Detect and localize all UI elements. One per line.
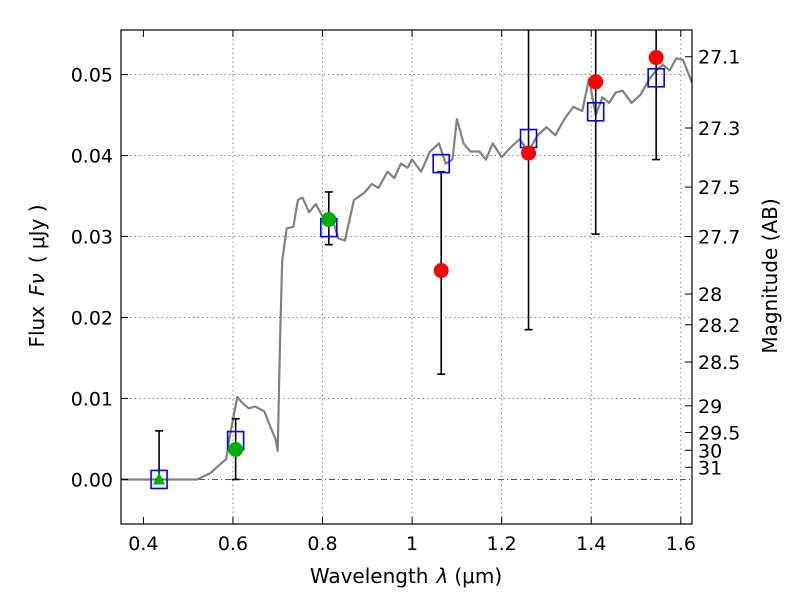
y-tick-label: 0.03 (71, 227, 113, 249)
x-axis-label: Wavelength λ (μm) (310, 564, 502, 588)
magnitude-tick-label: 29.5 (698, 422, 740, 444)
magnitude-tick-label: 30 (698, 440, 722, 462)
x-axis-label-text: Wavelength (310, 564, 429, 588)
magnitude-tick-label: 27.7 (698, 227, 740, 249)
observed-flux-point (321, 212, 337, 228)
y-axis-label-symbol: Fν (25, 273, 49, 296)
magnitude-tick-label: 27.1 (698, 47, 740, 69)
x-axis-label-symbol: λ (436, 564, 449, 588)
grid-lines (121, 30, 692, 524)
magnitude-tick-label: 27.3 (698, 118, 740, 140)
magnitude-tick-label: 28 (698, 284, 722, 306)
y-tick-label: 0.05 (71, 65, 113, 87)
y-axis-label: Flux Fν ( μJy ) (25, 204, 49, 347)
model-spectrum-line (121, 57, 694, 481)
x-tick-label: 1.6 (666, 533, 696, 555)
x-tick-label: 1 (406, 533, 418, 555)
y-tick-label: 0.01 (71, 388, 113, 410)
x-tick-label: 1.2 (487, 533, 517, 555)
observed-photometry-points (153, 50, 664, 485)
model-photometry-square (150, 469, 168, 490)
y-axis-label-text: Flux (25, 306, 49, 348)
x-tick-label: 0.6 (218, 533, 248, 555)
magnitude-tick-label: 28.5 (698, 352, 740, 374)
y-tick-label: 0.00 (71, 469, 113, 491)
y-tick-label: 0.02 (71, 307, 113, 329)
x-tick-label: 0.4 (128, 533, 158, 555)
magnitude-tick-label: 31 (698, 457, 722, 479)
x-tick-label: 0.8 (307, 533, 337, 555)
observed-flux-point (433, 263, 449, 279)
magnitude-axis-label: Magnitude (AB) (758, 198, 782, 353)
plot-frame (120, 29, 693, 525)
x-axis-ticks: 0.4 0.6 0.8 1 1.2 1.4 1.6 (128, 30, 696, 555)
model-photometry-squares (150, 67, 665, 490)
observed-flux-point (588, 74, 604, 90)
observed-flux-point (648, 50, 664, 66)
model-photometry-square (586, 101, 605, 122)
magnitude-tick-label: 28.2 (698, 315, 740, 337)
model-photometry-square (647, 67, 665, 88)
y-axis-ticks: 0.00 0.01 0.02 0.03 0.04 0.05 (71, 65, 128, 491)
x-axis-label-unit: (μm) (454, 564, 502, 588)
y-axis-label-unit: ( μJy ) (25, 204, 49, 263)
upper-limit-triangle (153, 472, 166, 485)
observed-flux-point (521, 145, 537, 161)
x-tick-label: 1.4 (576, 533, 606, 555)
magnitude-tick-label: 27.5 (698, 177, 740, 199)
observed-flux-point (228, 441, 244, 457)
model-photometry-square (432, 153, 451, 174)
magnitude-tick-label: 29 (698, 396, 722, 418)
y-tick-label: 0.04 (71, 146, 113, 168)
